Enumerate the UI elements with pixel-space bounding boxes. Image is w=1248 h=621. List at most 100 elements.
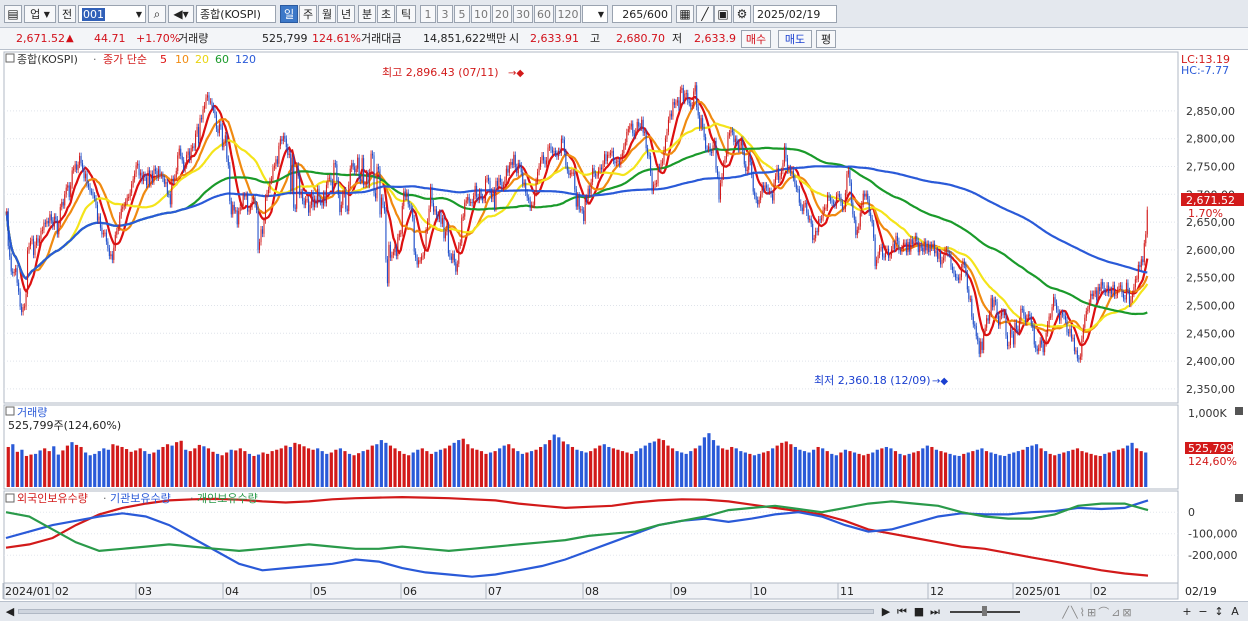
period-month-button[interactable]: 월 bbox=[318, 5, 336, 23]
zoom-slider-handle[interactable] bbox=[982, 606, 987, 616]
market-type-select[interactable]: 업 ▼ bbox=[24, 5, 56, 23]
stop-icon[interactable]: ■ bbox=[913, 605, 925, 618]
line-tool-icon[interactable]: ╱ bbox=[696, 5, 714, 23]
interval-10-button[interactable]: 10 bbox=[471, 5, 491, 23]
volume-bar bbox=[689, 451, 693, 487]
chevron-down-icon[interactable]: ▼ bbox=[135, 9, 143, 19]
close-panel-icon[interactable] bbox=[1235, 494, 1243, 502]
zoom-in-icon[interactable]: + bbox=[1182, 605, 1192, 618]
candle-body bbox=[700, 118, 702, 128]
volume-bar bbox=[56, 454, 60, 487]
interval-3-button[interactable]: 3 bbox=[437, 5, 453, 23]
scroll-right-icon[interactable]: ▶ bbox=[881, 605, 891, 618]
drawing-tools[interactable]: ╱╲⌇⊞⌒⊿⊠ bbox=[1062, 605, 1134, 619]
candle-body bbox=[99, 216, 101, 228]
auto-zoom-button[interactable]: A bbox=[1231, 605, 1239, 618]
last-page-icon[interactable]: ⏭ bbox=[930, 604, 940, 618]
speaker-icon[interactable]: ◀▾ bbox=[168, 5, 194, 23]
x-tick-label: 08 bbox=[585, 585, 599, 598]
count-input[interactable]: 265/600 bbox=[612, 5, 672, 23]
candle-body bbox=[444, 232, 446, 239]
candle-body bbox=[1054, 297, 1056, 303]
candle-body bbox=[404, 191, 406, 198]
chart-settings-icon[interactable]: ▦ bbox=[676, 5, 694, 23]
candle-body bbox=[10, 256, 12, 272]
zoom-out-icon[interactable]: − bbox=[1198, 605, 1208, 618]
interval-custom-input[interactable] bbox=[582, 5, 608, 23]
chevron-down-icon[interactable]: ▼ bbox=[597, 9, 605, 19]
expand-icon[interactable]: ↕ bbox=[1214, 605, 1224, 618]
first-page-icon[interactable]: ⏮ bbox=[897, 604, 907, 618]
interval-120-button[interactable]: 120 bbox=[555, 5, 581, 23]
save-icon[interactable]: ▣ bbox=[714, 5, 732, 23]
candles bbox=[6, 82, 1148, 363]
candle-body bbox=[471, 202, 473, 204]
candle-body bbox=[1067, 332, 1069, 334]
candle-body bbox=[35, 238, 38, 245]
volume-bar bbox=[498, 448, 502, 487]
date-input[interactable]: 2025/02/19 bbox=[753, 5, 837, 23]
candle-body bbox=[523, 182, 525, 185]
candle-body bbox=[807, 212, 809, 220]
panel-toggle-icon[interactable] bbox=[5, 406, 15, 416]
interval-20-button[interactable]: 20 bbox=[492, 5, 512, 23]
candle-body bbox=[1100, 282, 1102, 292]
period-minute-button[interactable]: 분 bbox=[358, 5, 376, 23]
candle-body bbox=[803, 204, 805, 211]
buy-button[interactable]: 매수 bbox=[741, 30, 771, 48]
search-icon[interactable]: ⌕ bbox=[148, 5, 166, 23]
volume-bar bbox=[643, 445, 647, 487]
volume-bar bbox=[539, 446, 543, 487]
candle-body bbox=[306, 199, 308, 201]
prev-button[interactable]: 전 bbox=[58, 5, 76, 23]
candle-body bbox=[296, 165, 298, 209]
candle-body bbox=[244, 195, 246, 197]
interval-30-button[interactable]: 30 bbox=[513, 5, 533, 23]
interval-60-button[interactable]: 60 bbox=[534, 5, 554, 23]
candle-body bbox=[324, 193, 326, 204]
candle-body bbox=[1060, 312, 1062, 321]
volume-value-label: 525,799주(124,60%) bbox=[8, 419, 121, 432]
candle-body bbox=[264, 197, 266, 221]
menu-icon[interactable]: ▤ bbox=[4, 5, 22, 23]
period-week-button[interactable]: 주 bbox=[299, 5, 317, 23]
candle-body bbox=[455, 262, 457, 272]
eval-button[interactable]: 평 bbox=[816, 30, 836, 48]
candle-body bbox=[1070, 328, 1072, 339]
volume-bar bbox=[639, 448, 643, 487]
gear-icon[interactable]: ⚙ bbox=[733, 5, 751, 23]
y-tick-label: 2,650,00 bbox=[1186, 216, 1235, 229]
candle-body bbox=[1133, 287, 1135, 294]
interval-5-button[interactable]: 5 bbox=[454, 5, 470, 23]
scrollbar-track[interactable] bbox=[18, 609, 874, 614]
period-year-button[interactable]: 년 bbox=[337, 5, 355, 23]
candle-body bbox=[425, 230, 427, 249]
period-day-button[interactable]: 일 bbox=[280, 5, 298, 23]
candle-body bbox=[984, 327, 986, 333]
sell-button[interactable]: 매도 bbox=[778, 30, 812, 48]
volume-bar bbox=[966, 452, 970, 487]
candle-body bbox=[659, 167, 661, 169]
panel-toggle-icon[interactable] bbox=[5, 53, 15, 63]
candle-body bbox=[920, 244, 922, 248]
candle-body bbox=[489, 180, 491, 192]
ma-label: 종가 단순 bbox=[103, 53, 147, 66]
candle-body bbox=[575, 189, 577, 207]
candle-body bbox=[840, 197, 842, 203]
candle-body bbox=[77, 164, 79, 170]
volume-value: 525,799 bbox=[262, 32, 308, 45]
candle-body bbox=[331, 182, 333, 190]
amount-value: 14,851,622백만 bbox=[423, 32, 507, 45]
panel-toggle-icon[interactable] bbox=[5, 493, 15, 503]
interval-1-button[interactable]: 1 bbox=[420, 5, 436, 23]
volume-bar bbox=[975, 449, 979, 487]
period-tick-button[interactable]: 틱 bbox=[396, 5, 416, 23]
close-panel-icon[interactable] bbox=[1235, 407, 1243, 415]
candle-body bbox=[385, 210, 387, 260]
scroll-left-icon[interactable]: ◀ bbox=[5, 605, 15, 618]
period-second-button[interactable]: 초 bbox=[377, 5, 395, 23]
code-input[interactable]: 001 bbox=[78, 5, 146, 23]
candle-body bbox=[340, 204, 342, 213]
candle-body bbox=[783, 146, 785, 164]
volume-bar bbox=[1025, 446, 1030, 487]
